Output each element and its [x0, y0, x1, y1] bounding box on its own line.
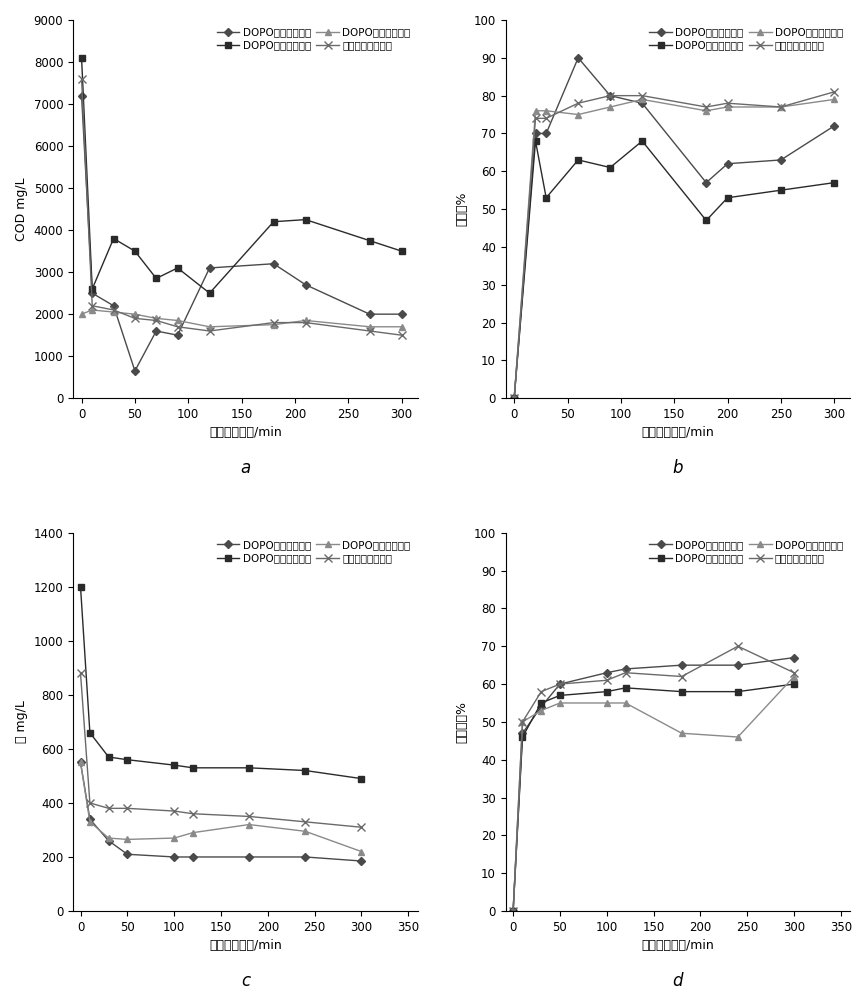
Legend: DOPO第一次离心液, DOPO第二次离心液, DOPO第三次离心液, 四种离心液混合液: DOPO第一次离心液, DOPO第二次离心液, DOPO第三次离心液, 四种离心…	[647, 25, 845, 52]
Text: b: b	[673, 459, 683, 477]
X-axis label: 静态吸附时间/min: 静态吸附时间/min	[641, 939, 714, 952]
Legend: DOPO第一次离心液, DOPO第二次离心液, DOPO第三次离心液, 四种离心液混合液: DOPO第一次离心液, DOPO第二次离心液, DOPO第三次离心液, 四种离心…	[214, 25, 412, 52]
X-axis label: 静态吸附时间/min: 静态吸附时间/min	[209, 939, 282, 952]
X-axis label: 静态吸附时间/min: 静态吸附时间/min	[641, 426, 714, 440]
Text: c: c	[240, 972, 250, 990]
Y-axis label: 酟 mg/L: 酟 mg/L	[15, 700, 28, 743]
Y-axis label: COD mg/L: COD mg/L	[15, 177, 28, 241]
Legend: DOPO第一次离心液, DOPO第二次离心液, DOPO第三次离心液, 四种离心液混合液: DOPO第一次离心液, DOPO第二次离心液, DOPO第三次离心液, 四种离心…	[647, 538, 845, 565]
Text: d: d	[673, 972, 683, 990]
Y-axis label: 酟去除率%: 酟去除率%	[455, 701, 468, 743]
Y-axis label: 去除率%: 去除率%	[455, 192, 468, 226]
X-axis label: 静态吸附时间/min: 静态吸附时间/min	[209, 426, 282, 440]
Legend: DOPO第一次离心液, DOPO第二次离心液, DOPO第三次离心液, 四种离心液混合液: DOPO第一次离心液, DOPO第二次离心液, DOPO第三次离心液, 四种离心…	[214, 538, 412, 565]
Text: a: a	[240, 459, 251, 477]
